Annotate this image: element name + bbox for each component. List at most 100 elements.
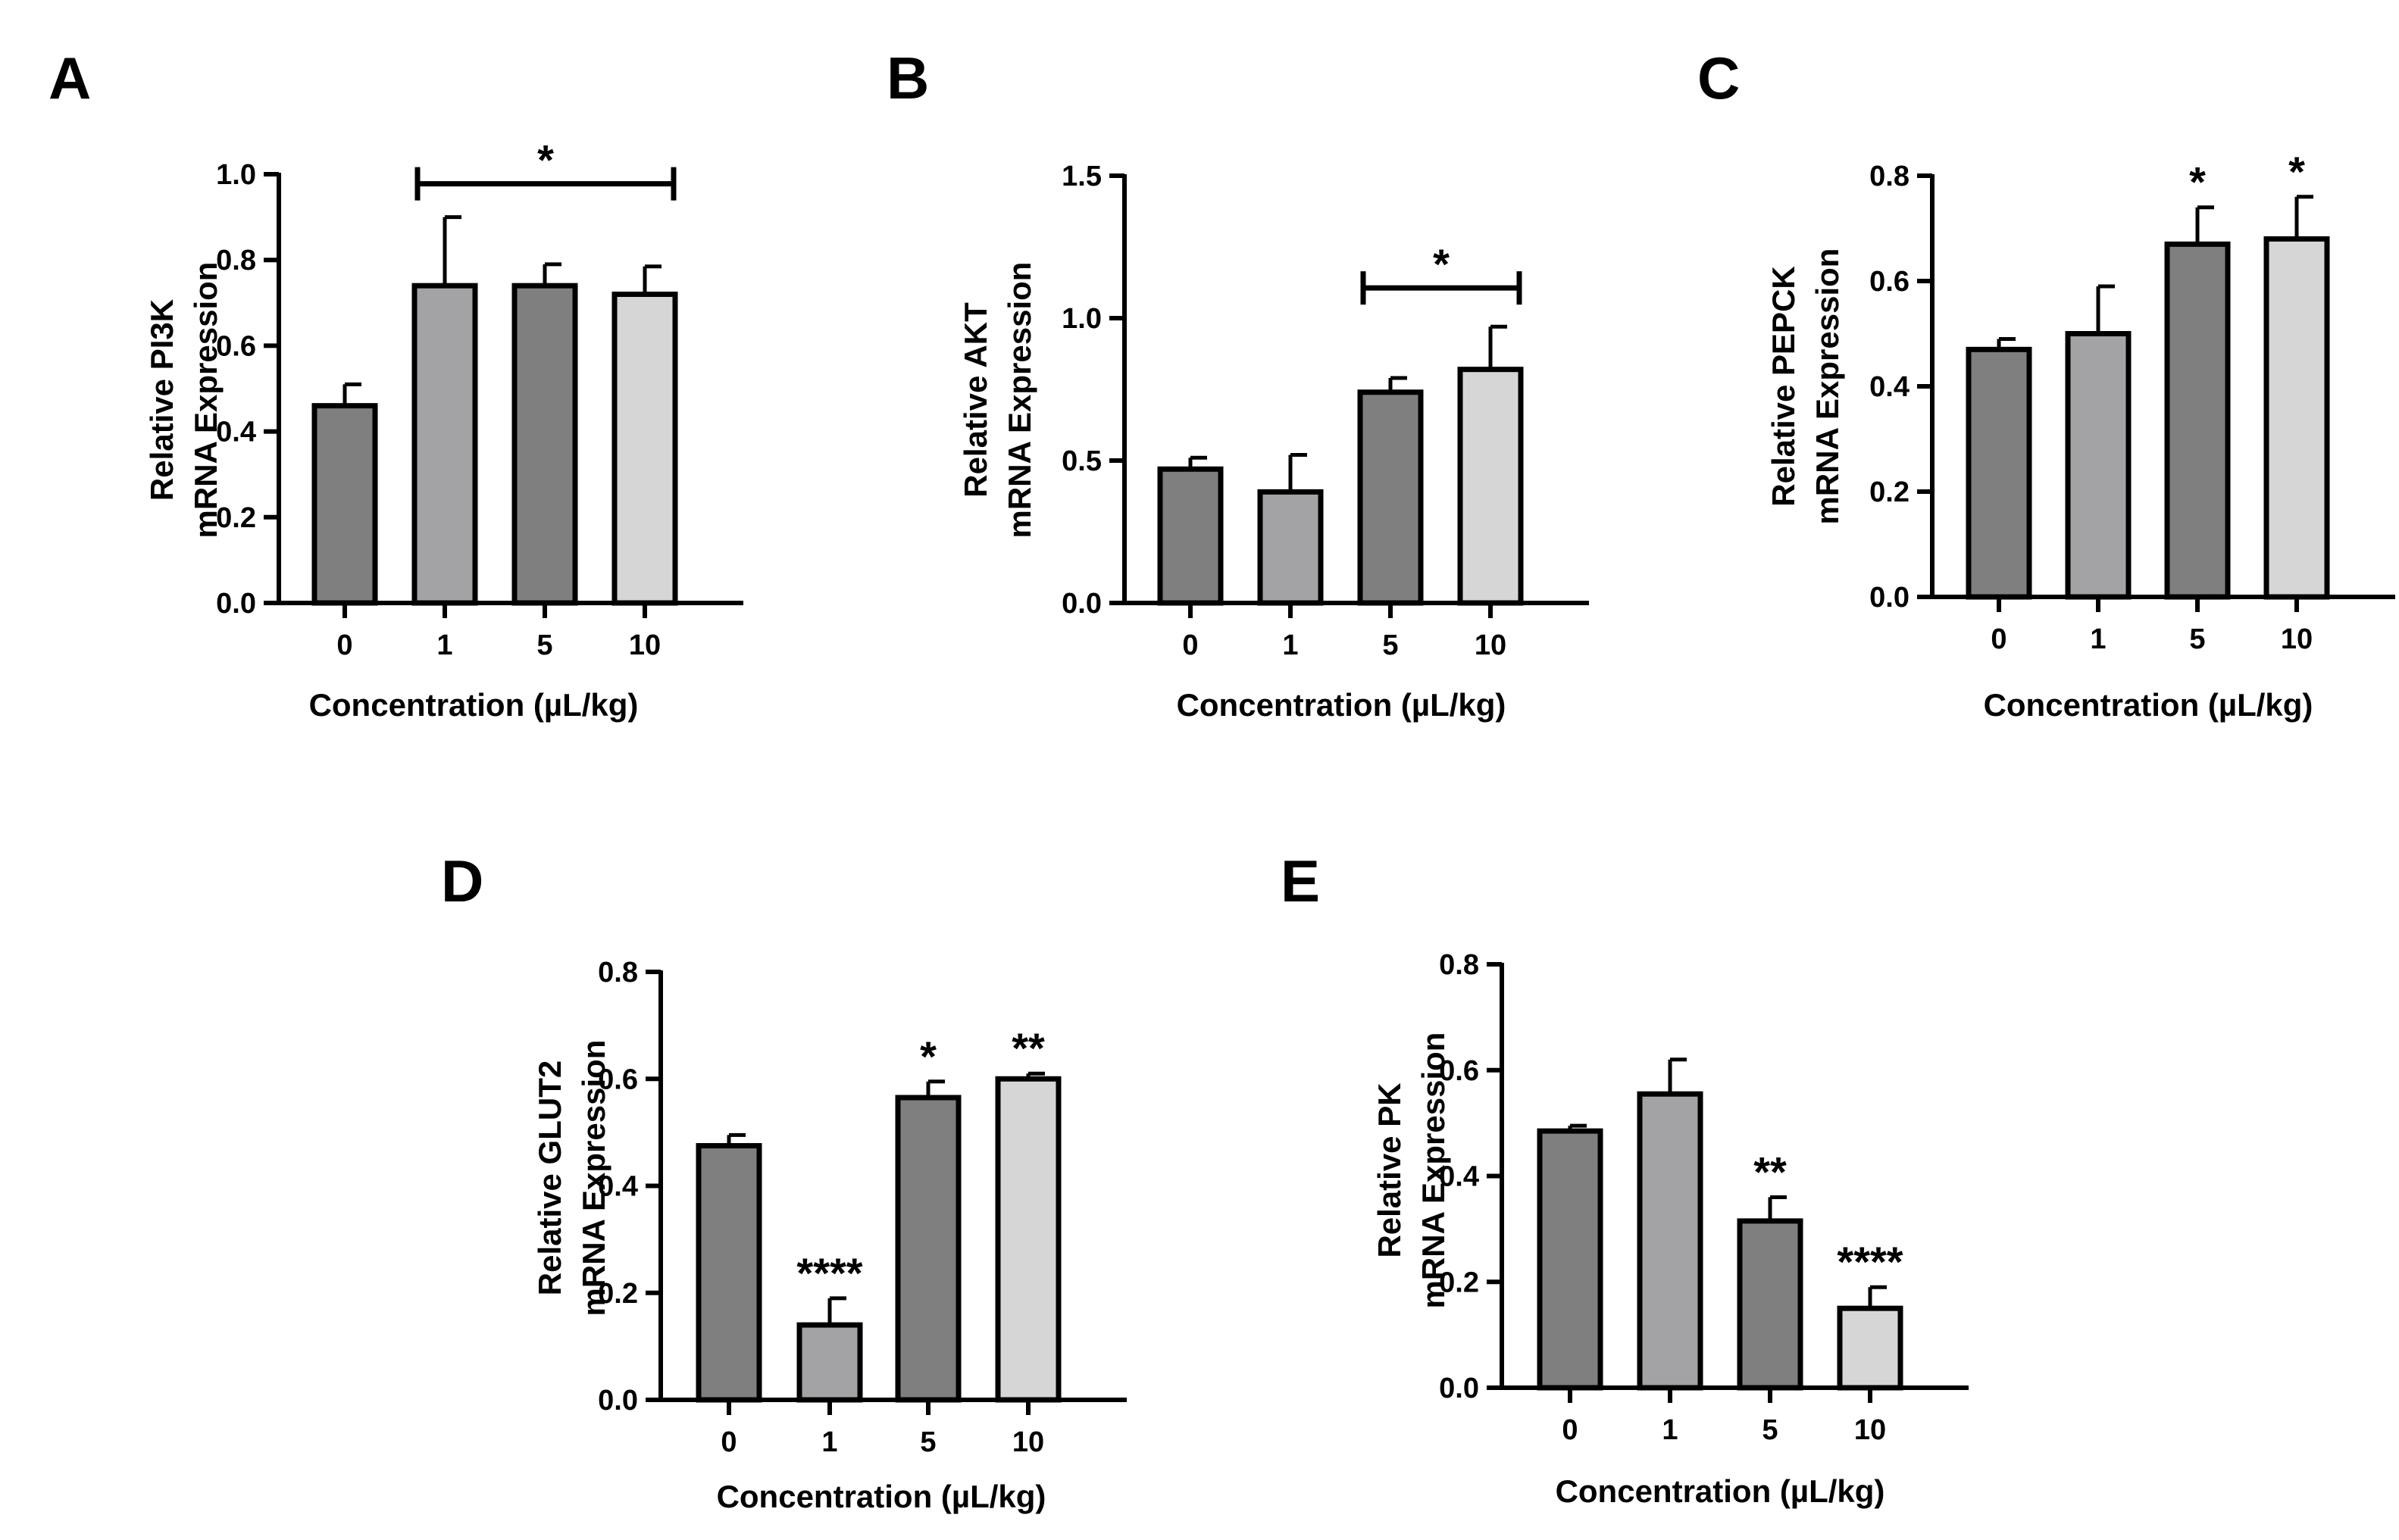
x-tick-label: 0 <box>1991 623 2006 655</box>
y-tick-label: 0.8 <box>1439 949 1479 981</box>
y-axis-label-line: mRNA Expression <box>576 1040 611 1317</box>
significance-label: **** <box>796 1249 862 1297</box>
x-tick-label: 5 <box>536 629 552 661</box>
y-axis-label-line: mRNA Expression <box>1415 1032 1451 1309</box>
y-axis-label-line: Relative PK <box>1372 1082 1407 1257</box>
significance-label: ** <box>1012 1024 1045 1072</box>
bar <box>895 1095 962 1403</box>
y-tick-label: 0.0 <box>1062 588 1102 620</box>
bar <box>2263 236 2330 600</box>
bar <box>511 283 578 606</box>
bar <box>1537 1128 1603 1391</box>
bar <box>1157 466 1224 606</box>
panel-label: A <box>48 45 91 111</box>
y-axis-label-line: mRNA Expression <box>1002 262 1037 539</box>
y-tick-label: 0.6 <box>1439 1055 1479 1087</box>
x-axis-label: Concentration (µL/kg) <box>1556 1473 1885 1509</box>
panel-label: C <box>1697 45 1740 111</box>
x-tick-label: 1 <box>2090 623 2106 655</box>
x-tick-label: 5 <box>1762 1414 1778 1446</box>
significance-label: * <box>920 1032 937 1080</box>
x-tick-label: 5 <box>2189 623 2205 655</box>
x-axis-label: Concentration (µL/kg) <box>717 1479 1046 1514</box>
y-tick-label: 0.6 <box>598 1064 638 1095</box>
y-axis-label-line: Relative PEPCK <box>1766 266 1801 506</box>
y-axis-label-line: Relative AKT <box>958 302 993 498</box>
bar <box>2065 331 2132 600</box>
panel-label: B <box>887 45 929 111</box>
x-tick-label: 10 <box>2281 623 2313 655</box>
y-tick-label: 0.0 <box>598 1385 638 1417</box>
x-tick-label: 10 <box>629 629 661 661</box>
x-tick-label: 1 <box>821 1426 837 1458</box>
y-tick-label: 0.5 <box>1062 445 1102 477</box>
bar <box>2164 241 2231 600</box>
y-axis-label-line: Relative PI3K <box>144 299 180 501</box>
y-axis-label: Relative PK mRNA Expression <box>1372 1032 1451 1309</box>
panel-label: E <box>1281 848 1320 914</box>
y-axis-label: Relative PEPCK mRNA Expression <box>1766 248 1845 525</box>
bar <box>1737 1218 1803 1391</box>
y-tick-label: 1.5 <box>1062 161 1102 192</box>
y-axis-label-line: mRNA Expression <box>188 262 224 539</box>
bar <box>796 1322 863 1403</box>
x-tick-label: 1 <box>1662 1414 1678 1446</box>
x-tick-label: 1 <box>436 629 452 661</box>
y-tick-label: 0.4 <box>1439 1161 1479 1193</box>
bar <box>995 1076 1062 1403</box>
bar <box>1257 489 1324 606</box>
y-tick-label: 0.6 <box>216 330 256 362</box>
y-tick-label: 0.0 <box>1439 1373 1479 1404</box>
x-tick-label: 0 <box>1562 1414 1578 1446</box>
x-tick-label: 10 <box>1475 629 1506 661</box>
y-axis-label: Relative AKT mRNA Expression <box>958 262 1037 539</box>
x-tick-label: 1 <box>1282 629 1298 661</box>
y-tick-label: 1.0 <box>216 159 256 191</box>
x-tick-label: 0 <box>336 629 352 661</box>
y-tick-label: 0.2 <box>1439 1267 1479 1298</box>
bar <box>411 283 478 606</box>
significance-label: **** <box>1837 1238 1903 1285</box>
bar <box>1966 346 2032 600</box>
significance-label: * <box>2189 158 2206 206</box>
y-tick-label: 0.4 <box>216 417 256 448</box>
y-tick-label: 0.8 <box>598 957 638 989</box>
y-tick-label: 1.0 <box>1062 303 1102 335</box>
bar <box>1457 367 1524 606</box>
x-tick-label: 0 <box>1182 629 1198 661</box>
x-tick-label: 10 <box>1012 1426 1044 1458</box>
panel-d: D 0.0 0.2 0.4 0.6 0.8 0 1 5 10 Concentration (µL/k… <box>441 848 1127 1514</box>
panel-b: B 0.0 0.5 1.0 1.5 0 1 5 10 Concentration (µL/kg) R… <box>887 45 1589 723</box>
y-axis-label: Relative GLUT2 mRNA Expression <box>532 1040 611 1317</box>
significance-label: * <box>1433 240 1450 288</box>
y-tick-label: 0.0 <box>1869 582 1910 614</box>
x-tick-label: 10 <box>1854 1414 1886 1446</box>
significance-label: ** <box>1753 1148 1787 1195</box>
panel-e: E 0.0 0.2 0.4 0.6 0.8 0 1 5 10 Concentration (µL/k… <box>1281 848 1969 1509</box>
y-tick-label: 0.8 <box>1869 161 1910 192</box>
x-tick-label: 0 <box>721 1426 737 1458</box>
bar <box>1837 1305 1903 1391</box>
y-tick-label: 0.2 <box>216 502 256 534</box>
panel-a: A 0.0 0.2 0.4 0.6 0.8 1.0 0 1 5 10 Concentration (µ… <box>48 45 743 723</box>
y-axis-label: Relative PI3K mRNA Expression <box>144 262 224 539</box>
bar <box>1637 1091 1703 1391</box>
bar <box>611 291 678 606</box>
y-tick-label: 0.0 <box>216 588 256 620</box>
y-axis-label-line: Relative GLUT2 <box>532 1061 568 1295</box>
panel-c: C 0.0 0.2 0.4 0.6 0.8 0 1 5 10 Concentration (µL/k… <box>1697 45 2395 723</box>
panel-label: D <box>441 848 483 914</box>
y-tick-label: 0.2 <box>598 1278 638 1310</box>
x-axis-label: Concentration (µL/kg) <box>1984 687 2313 723</box>
y-tick-label: 0.8 <box>216 245 256 276</box>
significance-label: * <box>537 136 554 184</box>
bar <box>311 403 378 606</box>
bar <box>1357 389 1424 606</box>
x-axis-label: Concentration (µL/kg) <box>309 687 639 723</box>
y-tick-label: 0.2 <box>1869 476 1910 508</box>
y-axis-label-line: mRNA Expression <box>1809 248 1845 525</box>
x-tick-label: 5 <box>920 1426 936 1458</box>
x-axis-label: Concentration (µL/kg) <box>1177 687 1506 723</box>
y-tick-label: 0.4 <box>598 1171 638 1203</box>
